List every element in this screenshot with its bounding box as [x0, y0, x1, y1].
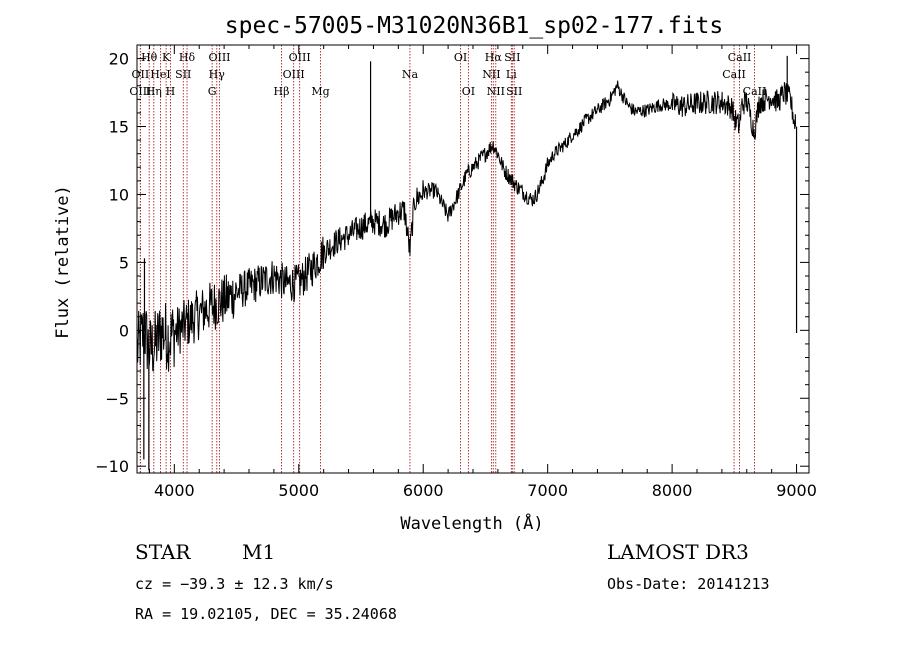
line-label-1: OII	[132, 68, 150, 81]
line-label-11: G	[208, 85, 217, 98]
spectrum-spikes	[143, 55, 798, 471]
spectral-line-labels: Hθ OII OIII K HeI Hη SII H Hδ OIII Hγ G Hβ OIII OIII Mg…	[129, 51, 766, 98]
line-label-24: SII	[506, 85, 522, 98]
line-label-13: OIII	[289, 51, 311, 64]
line-label-3: K	[162, 51, 171, 64]
x-tick-label-1: 5000	[278, 481, 319, 500]
plot-frame	[136, 44, 810, 474]
chart-title: spec-57005-M31020N36B1_sp02-177.fits	[225, 13, 724, 39]
object-subclass: M1	[242, 540, 275, 564]
line-label-20: NII	[482, 68, 500, 81]
y-tick-label-6: 20	[109, 50, 129, 69]
spectrum-series	[136, 80, 796, 372]
line-label-15: Mg	[311, 85, 329, 98]
line-label-2: OIII	[129, 85, 151, 98]
y-tick-label-5: 15	[109, 118, 129, 137]
line-label-4: HeI	[150, 68, 170, 81]
y-tick-label-3: 5	[119, 253, 129, 272]
survey-name: LAMOST DR3	[607, 540, 749, 564]
x-axis-label: Wavelength (Å)	[400, 512, 543, 534]
y-tick-label-4: 10	[109, 185, 129, 204]
line-label-8: Hδ	[179, 51, 196, 64]
y-tick-label-2: 0	[119, 321, 129, 340]
line-label-17: OI	[454, 51, 467, 64]
line-label-14: OIII	[283, 68, 305, 81]
x-tick-label-3: 7000	[527, 481, 568, 500]
line-label-6: SII	[175, 68, 191, 81]
line-label-9: OIII	[208, 51, 230, 64]
line-label-7: H	[166, 85, 176, 98]
line-label-26: CaII	[722, 68, 746, 81]
y-tick-label-0: −10	[95, 457, 129, 476]
line-label-18: OI	[462, 85, 475, 98]
redshift-readout: cz = −39.3 ± 12.3 km/s	[135, 575, 334, 593]
x-tick-label-5: 9000	[776, 481, 817, 500]
line-label-22: SII	[504, 51, 520, 64]
object-class: STAR	[135, 540, 191, 564]
axis-tick-labels: 4000 5000 6000 7000 8000 9000 −10 −5 0 5 10 15 20	[95, 50, 817, 500]
x-tick-label-4: 8000	[652, 481, 693, 500]
x-tick-label-2: 6000	[403, 481, 444, 500]
line-label-25: CaII	[728, 51, 752, 64]
line-label-27: CaII	[743, 85, 767, 98]
line-label-0: Hθ	[141, 51, 158, 64]
line-label-16: Na	[402, 68, 419, 81]
line-label-21: NII	[487, 85, 505, 98]
line-label-10: Hγ	[209, 68, 226, 81]
y-tick-label-1: −5	[105, 389, 129, 408]
x-tick-label-0: 4000	[154, 481, 195, 500]
line-label-19: Hα	[485, 51, 503, 64]
line-label-5: Hη	[146, 85, 162, 98]
coordinates: RA = 19.02105, DEC = 35.24068	[135, 605, 397, 623]
line-label-12: Hβ	[274, 85, 290, 98]
line-label-23: Li	[506, 68, 517, 81]
obs-date: Obs-Date: 20141213	[607, 575, 770, 593]
axis-ticks	[137, 44, 809, 473]
spectral-line-markers	[139, 45, 755, 473]
y-axis-label: Flux (relative)	[53, 185, 73, 339]
